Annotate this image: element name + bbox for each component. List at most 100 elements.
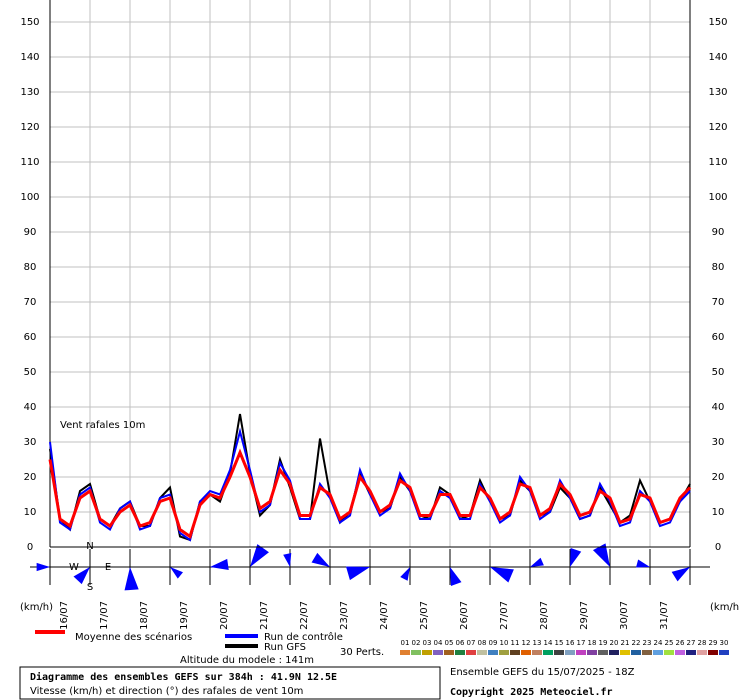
perturbation-number: 10	[500, 639, 509, 647]
x-tick-label: 25/07	[419, 601, 430, 630]
y-tick-label: 20	[712, 472, 725, 483]
perturbation-swatch	[521, 650, 531, 655]
y-tick-label: 30	[712, 437, 725, 448]
y-tick-label: 150	[20, 17, 39, 28]
rose-petal	[250, 544, 269, 567]
perturbation-number: 11	[511, 639, 520, 647]
y-unit: (km/h)	[20, 602, 53, 613]
y-tick-label: 0	[27, 542, 33, 553]
rose-petal	[283, 553, 292, 567]
rose-petal	[570, 548, 582, 567]
perturbation-swatch	[686, 650, 696, 655]
perturbation-number: 23	[643, 639, 652, 647]
perturbation-swatch	[554, 650, 564, 655]
rose-petal	[490, 567, 514, 583]
x-tick-label: 20/07	[219, 601, 230, 630]
rose-petal	[346, 566, 370, 581]
perturbation-swatch	[422, 650, 432, 655]
perturbation-swatch	[477, 650, 487, 655]
y-tick-label: 40	[712, 402, 725, 413]
perturbation-number: 15	[555, 639, 564, 647]
perturbation-number: 20	[610, 639, 619, 647]
perturbation-number: 24	[654, 639, 663, 647]
perturbation-number: 25	[665, 639, 674, 647]
y-tick-label: 70	[712, 297, 725, 308]
series-line	[48, 448, 692, 539]
perturbation-number: 07	[467, 639, 476, 647]
x-tick-label: 24/07	[379, 601, 390, 630]
y-tick-label: 120	[20, 122, 39, 133]
perturbation-number: 17	[577, 639, 586, 647]
perturbation-number: 08	[478, 639, 487, 647]
x-tick-label: 18/07	[139, 601, 150, 630]
y-tick-label: 140	[708, 52, 727, 63]
perturbation-number: 04	[434, 639, 443, 647]
x-tick-label: 23/07	[339, 601, 350, 630]
perturbation-swatch	[532, 650, 542, 655]
rose-petal	[124, 567, 139, 591]
perturbation-swatch	[620, 650, 630, 655]
perturbation-number: 28	[698, 639, 707, 647]
y-tick-label: 100	[708, 192, 727, 203]
altitude: Altitude du modele : 141m	[180, 655, 314, 666]
rose-petal	[530, 557, 544, 567]
perturbation-swatch	[499, 650, 509, 655]
y-tick-label: 50	[712, 367, 725, 378]
y-tick-label: 90	[712, 227, 725, 238]
y-tick-label: 10	[24, 507, 37, 518]
perturbation-swatch	[708, 650, 718, 655]
y-tick-label: 140	[20, 52, 39, 63]
copyright: Copyright 2025 Meteociel.fr	[450, 686, 613, 698]
chart-subtitle: Vitesse (km/h) et direction (°) des rafa…	[30, 686, 303, 697]
x-tick-label: 26/07	[459, 601, 470, 630]
y-tick-label: 130	[20, 87, 39, 98]
y-tick-label: 150	[708, 17, 727, 28]
rose-petal	[210, 558, 229, 571]
perturbations-label: 30 Perts.	[340, 647, 384, 658]
y-tick-label: 110	[708, 157, 727, 168]
perturbation-swatch	[631, 650, 641, 655]
perturbation-number: 29	[709, 639, 718, 647]
perturbation-number: 03	[423, 639, 432, 647]
perturbation-swatch	[433, 650, 443, 655]
perturbation-number: 01	[401, 639, 410, 647]
x-tick-label: 16/07	[59, 601, 70, 630]
perturbation-swatch	[411, 650, 421, 655]
x-tick-label: 27/07	[499, 601, 510, 630]
y-tick-label: 60	[712, 332, 725, 343]
perturbation-swatch	[455, 650, 465, 655]
perturbation-number: 05	[445, 639, 454, 647]
x-tick-label: 31/07	[659, 601, 670, 630]
rose-petal	[311, 552, 330, 567]
rose-petal	[36, 562, 50, 572]
perturbation-number: 30	[720, 639, 729, 647]
perturbation-swatch	[642, 650, 652, 655]
y-tick-label: 100	[20, 192, 39, 203]
perturbation-number: 12	[522, 639, 531, 647]
x-tick-label: 17/07	[99, 601, 110, 630]
rose-petal	[73, 567, 90, 585]
perturbation-swatch	[543, 650, 553, 655]
perturbation-number: 09	[489, 639, 498, 647]
perturbation-number: 22	[632, 639, 641, 647]
perturbation-number: 19	[599, 639, 608, 647]
y-unit: (km/h)	[710, 602, 740, 613]
x-tick-label: 29/07	[579, 601, 590, 630]
perturbation-swatch	[488, 650, 498, 655]
perturbation-swatch	[565, 650, 575, 655]
rose-petal	[636, 559, 650, 568]
compass-letter: S	[87, 582, 93, 593]
annotation: Vent rafales 10m	[60, 420, 145, 431]
y-tick-label: 60	[24, 332, 37, 343]
perturbation-swatch	[466, 650, 476, 655]
perturbation-number: 21	[621, 639, 630, 647]
x-tick-label: 22/07	[299, 601, 310, 630]
rose-petal	[450, 567, 462, 586]
y-tick-label: 70	[24, 297, 37, 308]
y-tick-label: 120	[708, 122, 727, 133]
rose-petal	[592, 543, 610, 567]
perturbation-swatch	[664, 650, 674, 655]
x-tick-label: 21/07	[259, 601, 270, 630]
perturbation-swatch	[576, 650, 586, 655]
rose-petal	[400, 567, 410, 581]
